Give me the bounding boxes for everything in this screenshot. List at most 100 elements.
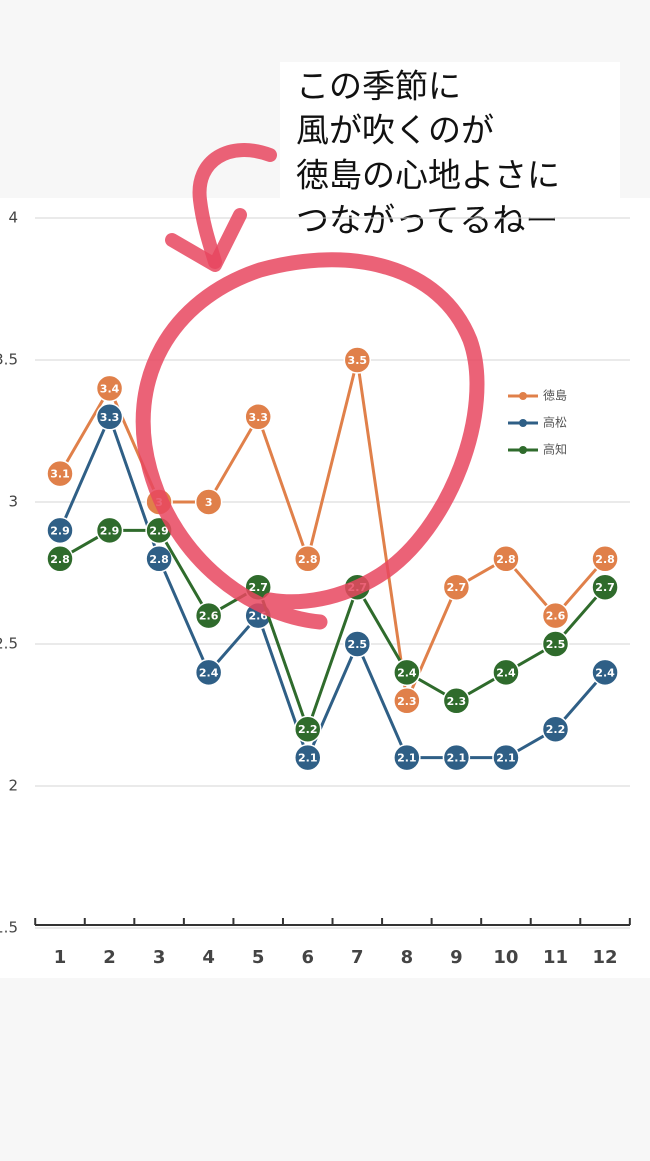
circle bbox=[135, 252, 485, 630]
point bbox=[194, 658, 223, 687]
point bbox=[541, 715, 570, 743]
x-tick-label: 7 bbox=[351, 947, 364, 968]
data-label: 2.2 bbox=[546, 723, 566, 736]
point bbox=[294, 545, 322, 573]
annotation: 徳島の心地よさに bbox=[296, 156, 560, 195]
data-label: 2.1 bbox=[496, 752, 516, 765]
data-label: 3.3 bbox=[248, 411, 268, 424]
point bbox=[591, 658, 619, 687]
point bbox=[591, 573, 619, 601]
x-tick-label: 9 bbox=[450, 947, 463, 968]
data-label: 2.3 bbox=[397, 695, 417, 708]
handwriting bbox=[135, 143, 485, 630]
legend-label: 高知 bbox=[543, 442, 567, 457]
point bbox=[294, 715, 322, 743]
point bbox=[393, 743, 421, 772]
x-tick-label: 12 bbox=[593, 947, 618, 968]
point bbox=[46, 516, 74, 545]
data-label: 2.9 bbox=[100, 524, 120, 537]
point bbox=[541, 601, 570, 630]
data-label: 2.4 bbox=[496, 666, 516, 679]
data-label: 2.9 bbox=[149, 524, 169, 537]
point bbox=[442, 687, 471, 715]
point bbox=[294, 743, 322, 772]
data-label: 2.2 bbox=[298, 723, 318, 736]
x-tick-label: 4 bbox=[202, 947, 215, 968]
point bbox=[95, 374, 124, 403]
x-tick-label: 11 bbox=[543, 947, 568, 968]
data-label: 2.8 bbox=[595, 553, 615, 566]
data-label: 3.3 bbox=[100, 411, 120, 424]
point bbox=[393, 658, 421, 687]
data-label: 2.7 bbox=[595, 581, 615, 594]
annotation: つながってるねー bbox=[296, 201, 558, 240]
point bbox=[244, 403, 272, 431]
point bbox=[492, 743, 520, 772]
data-label: 2.4 bbox=[595, 666, 615, 679]
x-tick-label: 6 bbox=[301, 947, 314, 968]
point bbox=[492, 545, 520, 573]
y-tick-label: 4 bbox=[8, 209, 18, 227]
y-tick-label: 2 bbox=[8, 777, 18, 795]
point bbox=[194, 601, 223, 630]
point bbox=[343, 630, 372, 658]
point bbox=[95, 516, 124, 545]
data-label: 2.8 bbox=[496, 553, 516, 566]
arrow-shaft bbox=[192, 143, 277, 269]
point bbox=[442, 743, 471, 772]
data-label: 2.5 bbox=[348, 638, 368, 651]
x-tick-label: 3 bbox=[153, 947, 166, 968]
y-tick-label: 3 bbox=[8, 493, 18, 511]
data-label: 3.1 bbox=[50, 468, 70, 481]
data-label: 2.4 bbox=[397, 666, 417, 679]
legend-dot bbox=[519, 446, 527, 454]
point bbox=[343, 346, 372, 374]
point bbox=[393, 687, 421, 715]
x-tick-label: 1 bbox=[54, 947, 67, 968]
data-label: 2.6 bbox=[199, 610, 219, 623]
point bbox=[194, 488, 223, 516]
data-label: 2.1 bbox=[447, 752, 467, 765]
point bbox=[46, 459, 74, 488]
data-label: 2.8 bbox=[298, 553, 318, 566]
x-tick-label: 10 bbox=[493, 947, 518, 968]
data-label: 2.8 bbox=[149, 553, 169, 566]
y-tick-label: 2.5 bbox=[0, 635, 18, 653]
point bbox=[591, 545, 619, 573]
data-label: 3.5 bbox=[348, 354, 368, 367]
point bbox=[46, 545, 74, 573]
x-tick-label: 2 bbox=[103, 947, 116, 968]
data-label: 2.4 bbox=[199, 666, 219, 679]
y-tick-label: 1.5 bbox=[0, 919, 18, 937]
annotation-box bbox=[280, 62, 620, 220]
chart-area bbox=[0, 198, 650, 978]
y-tick-label: 3.5 bbox=[0, 351, 18, 369]
point bbox=[95, 403, 124, 431]
legend-label: 高松 bbox=[543, 415, 567, 430]
x-tick-label: 5 bbox=[252, 947, 265, 968]
data-label: 3 bbox=[205, 496, 213, 509]
data-label: 2.6 bbox=[546, 610, 566, 623]
data-label: 3.4 bbox=[100, 382, 120, 395]
x-tick-label: 8 bbox=[401, 947, 414, 968]
data-label: 2.3 bbox=[447, 695, 467, 708]
legend-dot bbox=[519, 419, 527, 427]
point bbox=[541, 630, 570, 658]
data-label: 2.7 bbox=[447, 581, 467, 594]
point bbox=[145, 545, 173, 573]
data-label: 2.7 bbox=[248, 581, 268, 594]
annotation: 風が吹くのが bbox=[296, 111, 494, 150]
arrow-head bbox=[165, 208, 247, 272]
data-label: 2.1 bbox=[397, 752, 417, 765]
data-label: 2.5 bbox=[546, 638, 566, 651]
data-label: 2.1 bbox=[298, 752, 318, 765]
data-label: 2.8 bbox=[50, 553, 70, 566]
legend-dot bbox=[519, 392, 527, 400]
annotation: この季節に bbox=[296, 67, 461, 106]
data-label: 2.9 bbox=[50, 524, 70, 537]
legend-label: 徳島 bbox=[543, 388, 567, 403]
point bbox=[442, 573, 471, 601]
point bbox=[492, 658, 520, 687]
